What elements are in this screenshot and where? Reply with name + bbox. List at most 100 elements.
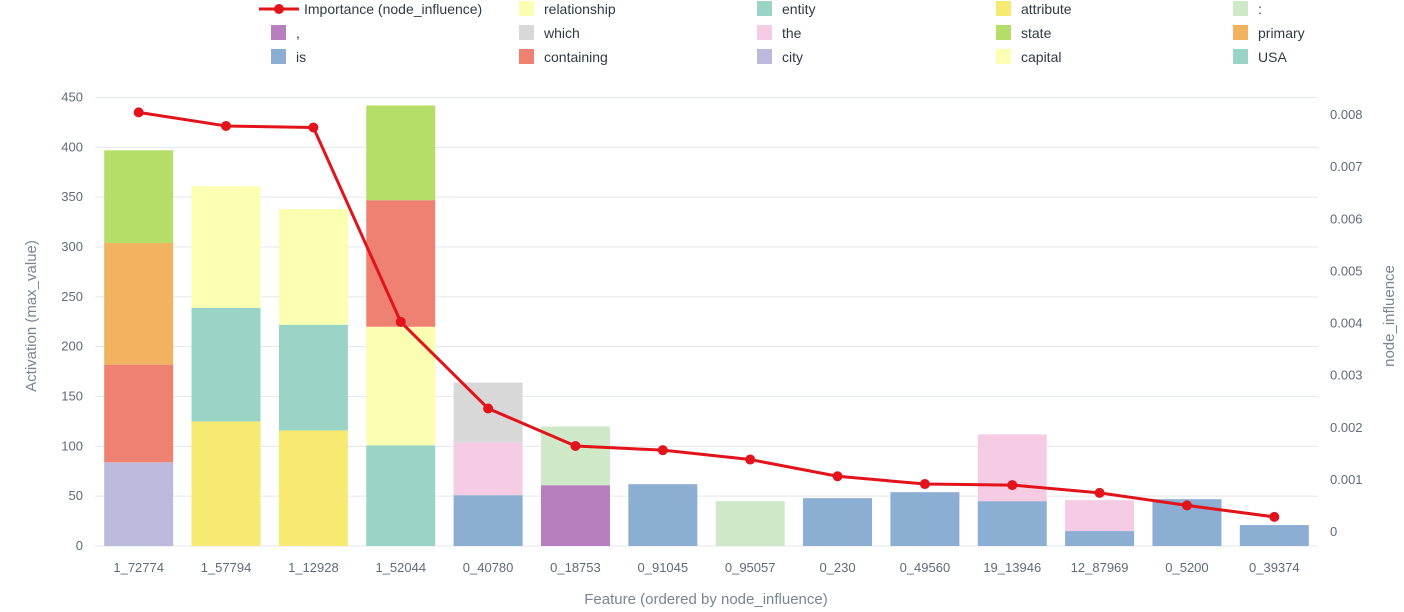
y-tick-label: 0 — [76, 538, 83, 553]
x-tick-label: 1_12928 — [288, 560, 339, 575]
x-tick-label: 1_72774 — [113, 560, 164, 575]
legend-label: relationship — [544, 1, 616, 17]
x-tick-label: 0_91045 — [638, 560, 689, 575]
bar-stack — [803, 498, 873, 546]
legend-item[interactable]: containing — [519, 49, 608, 65]
y-tick-label: 400 — [61, 139, 83, 154]
bar-segment — [191, 186, 261, 308]
legend-item[interactable]: the — [757, 25, 802, 41]
x-tick-label: 0_49560 — [900, 560, 951, 575]
legend-label: , — [296, 25, 300, 41]
legend-swatch — [996, 1, 1011, 16]
x-tick-label: 0_5200 — [1165, 560, 1208, 575]
legend-item[interactable]: entity — [757, 1, 815, 17]
y2-tick-label: 0.004 — [1330, 316, 1363, 331]
legend-label: : — [1258, 1, 1262, 17]
legend-swatch — [1233, 25, 1248, 40]
importance-point — [483, 403, 494, 414]
bar-segment — [366, 445, 436, 546]
bar-segment — [278, 324, 348, 431]
legend-swatch — [996, 49, 1011, 64]
legend-item[interactable]: : — [1233, 1, 1262, 17]
legend-label: capital — [1021, 49, 1061, 65]
bar-stack — [628, 484, 698, 546]
legend-swatch — [271, 49, 286, 64]
x-tick-label: 0_230 — [819, 560, 855, 575]
bar-stack — [278, 209, 348, 546]
bar-segment — [977, 501, 1047, 546]
grid-lines — [95, 97, 1318, 547]
legend-item[interactable]: primary — [1233, 25, 1305, 41]
legend-line-marker — [274, 4, 284, 14]
importance-line — [133, 107, 1280, 522]
legend-label: Importance (node_influence) — [304, 1, 482, 17]
bar-stacks — [104, 105, 1309, 546]
bar-segment — [453, 442, 523, 496]
legend-swatch — [757, 1, 772, 16]
bar-stack — [366, 105, 436, 546]
x-tick-label: 0_18753 — [550, 560, 601, 575]
bar-segment — [191, 307, 261, 422]
bar-stack — [1239, 525, 1309, 546]
y-tick-label: 150 — [61, 389, 83, 404]
bar-stack — [540, 426, 610, 546]
legend-swatch — [519, 25, 534, 40]
legend-item[interactable]: city — [757, 49, 803, 65]
legend-swatch — [519, 49, 534, 64]
x-tick-label: 1_52044 — [375, 560, 426, 575]
x-tick-label: 19_13946 — [983, 560, 1041, 575]
y2-tick-label: 0 — [1330, 524, 1337, 539]
y-tick-label: 100 — [61, 438, 83, 453]
importance-point — [1007, 480, 1018, 491]
bar-segment — [1065, 500, 1135, 532]
bar-segment — [1065, 531, 1135, 546]
bar-segment — [803, 498, 873, 546]
importance-point — [745, 454, 756, 465]
bar-segment — [715, 501, 785, 546]
y-tick-label: 300 — [61, 239, 83, 254]
bar-segment — [366, 200, 436, 327]
x-tick-label: 0_39374 — [1249, 560, 1300, 575]
legend-label: the — [782, 25, 802, 41]
legend-label: USA — [1258, 49, 1287, 65]
bar-segment — [278, 209, 348, 325]
legend-item[interactable]: is — [271, 49, 306, 65]
legend-label: attribute — [1021, 1, 1072, 17]
legend-label: is — [296, 49, 306, 65]
importance-point — [1181, 500, 1192, 511]
legend-item[interactable]: which — [519, 25, 580, 41]
bar-segment — [278, 430, 348, 546]
bar-segment — [104, 150, 174, 244]
bar-stack — [890, 492, 960, 546]
y-axis-title: Activation (max_value) — [23, 240, 40, 392]
legend-swatch — [996, 25, 1011, 40]
legend-label: state — [1021, 25, 1052, 41]
legend-item[interactable]: relationship — [519, 1, 616, 17]
legend-label: containing — [544, 49, 608, 65]
legend-item[interactable]: Importance (node_influence) — [259, 1, 482, 17]
legend-label: city — [782, 49, 803, 65]
bar-segment — [104, 364, 174, 463]
legend-item[interactable]: capital — [996, 49, 1061, 65]
bar-segment — [1239, 525, 1309, 546]
y-tick-label: 450 — [61, 90, 83, 105]
y2-tick-label: 0.008 — [1330, 107, 1363, 122]
importance-point — [395, 316, 406, 327]
bar-segment — [191, 421, 261, 546]
importance-point — [133, 107, 144, 118]
legend-item[interactable]: attribute — [996, 1, 1072, 17]
legend-swatch — [1233, 49, 1248, 64]
legend-item[interactable]: USA — [1233, 49, 1287, 65]
y-tick-label: 50 — [69, 488, 83, 503]
legend-item[interactable]: , — [271, 25, 300, 41]
legend-item[interactable]: state — [996, 25, 1052, 41]
bar-segment — [366, 105, 436, 201]
importance-point — [657, 445, 668, 456]
bar-segment — [977, 434, 1047, 502]
importance-point — [1094, 487, 1105, 498]
legend-label: entity — [782, 1, 815, 17]
x-tick-label: 0_40780 — [463, 560, 514, 575]
bar-segment — [628, 484, 698, 546]
bar-stack — [1065, 500, 1135, 546]
